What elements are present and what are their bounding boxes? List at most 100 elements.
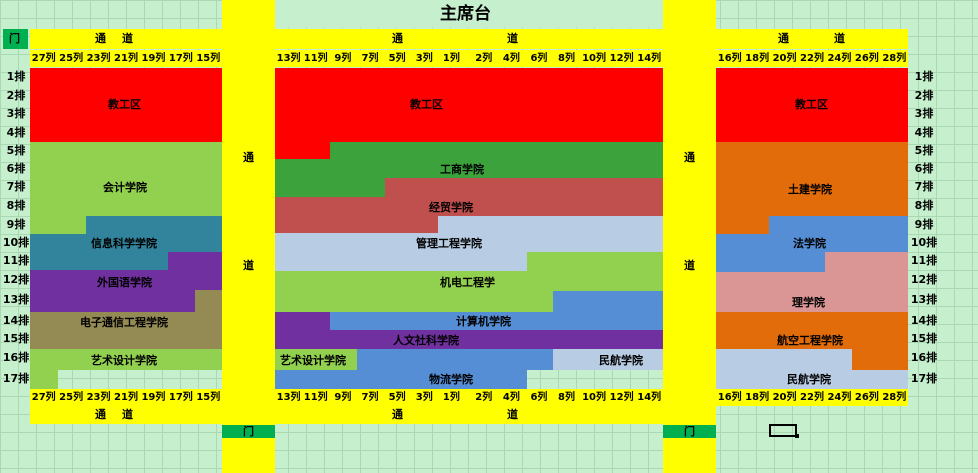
- column-header: 1列: [442, 392, 460, 403]
- aisle-label: 通: [778, 32, 789, 45]
- economics-area-2: [275, 197, 663, 216]
- selected-cell[interactable]: [769, 424, 797, 437]
- accounting-area: [30, 142, 222, 216]
- stage-label: 主席台: [440, 4, 491, 24]
- column-header: 22列: [800, 392, 824, 403]
- aisle-label: 通: [392, 408, 403, 421]
- row-label: 10排: [2, 236, 30, 249]
- column-header: 18列: [745, 53, 770, 64]
- col-header-band-bottom-center: [275, 389, 663, 406]
- column-header: 21列: [114, 392, 138, 403]
- column-header: 26列: [854, 53, 879, 64]
- economics-label: 经贸学院: [429, 201, 473, 214]
- row-label: 2排: [914, 89, 934, 102]
- row-label: 16排: [2, 351, 30, 364]
- column-header: 14列: [637, 392, 662, 403]
- column-header: 5列: [388, 392, 406, 403]
- mechanical-label: 机电工程学: [440, 276, 495, 289]
- aisle-label: 通: [95, 32, 106, 45]
- door-bottom-left[interactable]: [222, 425, 275, 438]
- law-area-2: [716, 234, 908, 252]
- row-label: 5排: [6, 144, 26, 157]
- column-header: 27列: [31, 392, 56, 403]
- art-area-left-2: [30, 370, 58, 389]
- col-header-band-bottom-right: [716, 389, 908, 406]
- staff-area-center: [275, 68, 663, 142]
- row-label: 14排: [910, 314, 938, 327]
- civil-aviation-center-label: 民航学院: [599, 354, 643, 367]
- row-label: 5排: [914, 144, 934, 157]
- management-area: [438, 216, 663, 233]
- column-header: 6列: [530, 392, 548, 403]
- economics-area: [385, 178, 663, 197]
- infosci-area: [86, 216, 222, 234]
- economics-area-3: [275, 216, 438, 233]
- row-label: 12排: [910, 273, 938, 286]
- art-left-label: 艺术设计学院: [91, 354, 157, 367]
- row-label: 7排: [6, 180, 26, 193]
- art-area-left: [30, 349, 222, 370]
- column-header: 5列: [388, 53, 406, 64]
- column-header: 18列: [745, 392, 770, 403]
- staff-area-center-2: [275, 142, 330, 159]
- law-area-3: [716, 252, 825, 272]
- row-label: 13排: [910, 293, 938, 306]
- column-header: 2列: [475, 53, 493, 64]
- left-aisle-column: [222, 0, 275, 473]
- column-header: 12列: [609, 392, 634, 403]
- aisle-label: 道: [507, 408, 518, 421]
- top-aisle-right: [716, 29, 908, 49]
- column-header: 10列: [582, 53, 607, 64]
- column-header: 13列: [276, 392, 301, 403]
- foreign-area-3: [30, 290, 195, 312]
- row-label: 8排: [6, 199, 26, 212]
- business-label: 工商学院: [440, 163, 484, 176]
- business-area-3: [275, 178, 385, 197]
- business-area-2: [275, 159, 663, 178]
- staff-area-left: [30, 68, 222, 142]
- column-header: 9列: [334, 53, 352, 64]
- row-label: 11排: [2, 254, 30, 267]
- foreign-label: 外国语学院: [97, 276, 152, 289]
- column-header: 3列: [415, 392, 433, 403]
- row-label: 11排: [910, 254, 938, 267]
- column-header: 28列: [882, 53, 907, 64]
- row-label: 9排: [914, 218, 934, 231]
- door-bottom-right-label: 门: [684, 425, 695, 438]
- row-label: 13排: [2, 293, 30, 306]
- row-label: 9排: [6, 218, 26, 231]
- fill-handle[interactable]: [795, 434, 799, 438]
- column-header: 28列: [882, 392, 907, 403]
- humanities-area: [275, 312, 330, 330]
- civil-aviation-right-2: [716, 370, 908, 389]
- civil-area-2: [716, 216, 769, 234]
- column-header: 9列: [334, 392, 352, 403]
- row-label: 16排: [910, 351, 938, 364]
- aerospace-area: [716, 312, 908, 349]
- door-bottom-right[interactable]: [663, 425, 716, 438]
- column-header: 26列: [854, 392, 879, 403]
- column-header: 24列: [827, 392, 852, 403]
- civil-aviation-right: [716, 349, 852, 370]
- door-top-left[interactable]: [3, 29, 28, 49]
- column-header: 4列: [502, 53, 520, 64]
- staff-area-right-label: 教工区: [795, 98, 828, 111]
- management-area-3: [275, 252, 527, 271]
- computer-label: 计算机学院: [456, 315, 511, 328]
- row-label: 8排: [914, 199, 934, 212]
- column-header: 10列: [582, 392, 607, 403]
- mechanical-area-2: [275, 271, 663, 291]
- column-header: 8列: [558, 53, 575, 64]
- column-header: 8列: [558, 392, 575, 403]
- computer-area: [553, 291, 663, 312]
- row-label: 1排: [6, 70, 26, 83]
- aisle-label: 通: [243, 151, 254, 164]
- column-header: 19列: [141, 392, 166, 403]
- column-header: 11列: [303, 392, 328, 403]
- aisle-label: 道: [122, 408, 133, 421]
- column-header: 13列: [276, 53, 301, 64]
- bottom-aisle-center: [275, 406, 663, 424]
- col-header-band-left: [30, 50, 222, 67]
- electronic-area: [195, 290, 222, 312]
- aisle-label: 通: [392, 32, 403, 45]
